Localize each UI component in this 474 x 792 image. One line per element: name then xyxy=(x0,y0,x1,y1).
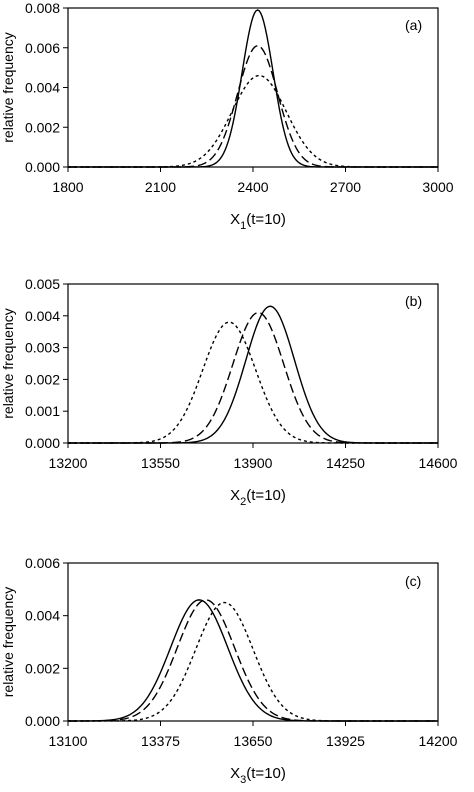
y-tick-label: 0.006 xyxy=(25,555,60,571)
y-axis-label: relative frequency xyxy=(0,587,16,698)
x-axis-label: X3(t=10) xyxy=(230,765,286,786)
x-axis-label: X2(t=10) xyxy=(230,487,286,508)
x-tick-label: 13100 xyxy=(49,733,88,749)
y-axis-label: relative frequency xyxy=(0,32,16,143)
y-tick-label: 0.005 xyxy=(25,276,60,292)
x-tick-label: 13200 xyxy=(49,455,88,471)
y-tick-label: 0.001 xyxy=(25,403,60,419)
y-tick-label: 0.004 xyxy=(25,608,60,624)
x-axis-label-tail: (t=10) xyxy=(246,487,286,504)
x-tick-label: 14200 xyxy=(419,733,458,749)
series-line-solid xyxy=(68,9,438,168)
y-tick-label: 0.000 xyxy=(25,713,60,729)
panel-label: (c) xyxy=(405,573,421,589)
x-axis-label: X1(t=10) xyxy=(230,211,286,232)
y-tick-label: 0.006 xyxy=(25,40,60,56)
x-axis-label-subscript: 3 xyxy=(240,774,246,786)
series-line-dashed xyxy=(68,599,438,722)
y-tick-label: 0.002 xyxy=(25,371,60,387)
x-axis-label-main: X xyxy=(230,487,240,504)
x-tick-label: 14250 xyxy=(326,455,365,471)
y-tick-label: 0.000 xyxy=(25,159,60,175)
x-tick-label: 13550 xyxy=(141,455,180,471)
chart-panel-3: 0.000 0.002 0.004 0.006 13100 13375 13650 13925… xyxy=(0,555,458,786)
x-axis-label-tail: (t=10) xyxy=(246,765,286,782)
x-tick-label: 1800 xyxy=(52,179,83,195)
series-line-solid xyxy=(68,305,438,444)
x-tick-label: 13925 xyxy=(326,733,365,749)
x-tick-label: 13650 xyxy=(234,733,273,749)
plot-frame xyxy=(67,562,439,722)
x-tick-label: 2100 xyxy=(145,179,176,195)
panel-label: (b) xyxy=(405,293,422,309)
y-tick-label: 0.003 xyxy=(25,340,60,356)
x-tick-label: 2700 xyxy=(330,179,361,195)
x-axis-label-tail: (t=10) xyxy=(246,211,286,228)
chart-panel-2: 0.000 0.001 0.002 0.003 0.004 0.005 13200 13550… xyxy=(0,276,458,508)
series-line-dotted xyxy=(68,321,438,444)
x-tick-label: 14600 xyxy=(419,455,458,471)
plot-frame xyxy=(67,283,439,444)
x-tick-label: 13900 xyxy=(234,455,273,471)
y-tick-label: 0.002 xyxy=(25,119,60,135)
y-tick-label: 0.008 xyxy=(25,0,60,16)
y-tick-label: 0.000 xyxy=(25,435,60,451)
y-axis-label: relative frequency xyxy=(0,308,16,419)
chart-panel-1: 0.000 0.002 0.004 0.006 0.008 1800 2100 2400 270… xyxy=(0,0,454,232)
series-line-dotted xyxy=(68,74,438,168)
x-tick-label: 3000 xyxy=(422,179,453,195)
x-axis-label-main: X xyxy=(230,211,240,228)
series-line-solid xyxy=(68,599,438,722)
x-axis-label-subscript: 2 xyxy=(240,496,246,508)
series-line-dashed xyxy=(68,45,438,168)
plot-frame xyxy=(67,7,439,168)
y-tick-label: 0.004 xyxy=(25,308,60,324)
panel-label: (a) xyxy=(405,17,422,33)
x-axis-label-main: X xyxy=(230,765,240,782)
y-tick-label: 0.004 xyxy=(25,80,60,96)
y-tick-label: 0.002 xyxy=(25,660,60,676)
x-axis-label-subscript: 1 xyxy=(240,220,246,232)
x-tick-label: 2400 xyxy=(237,179,268,195)
series-line-dashed xyxy=(68,311,438,444)
series-line-dotted xyxy=(68,601,438,722)
x-tick-label: 13375 xyxy=(141,733,180,749)
